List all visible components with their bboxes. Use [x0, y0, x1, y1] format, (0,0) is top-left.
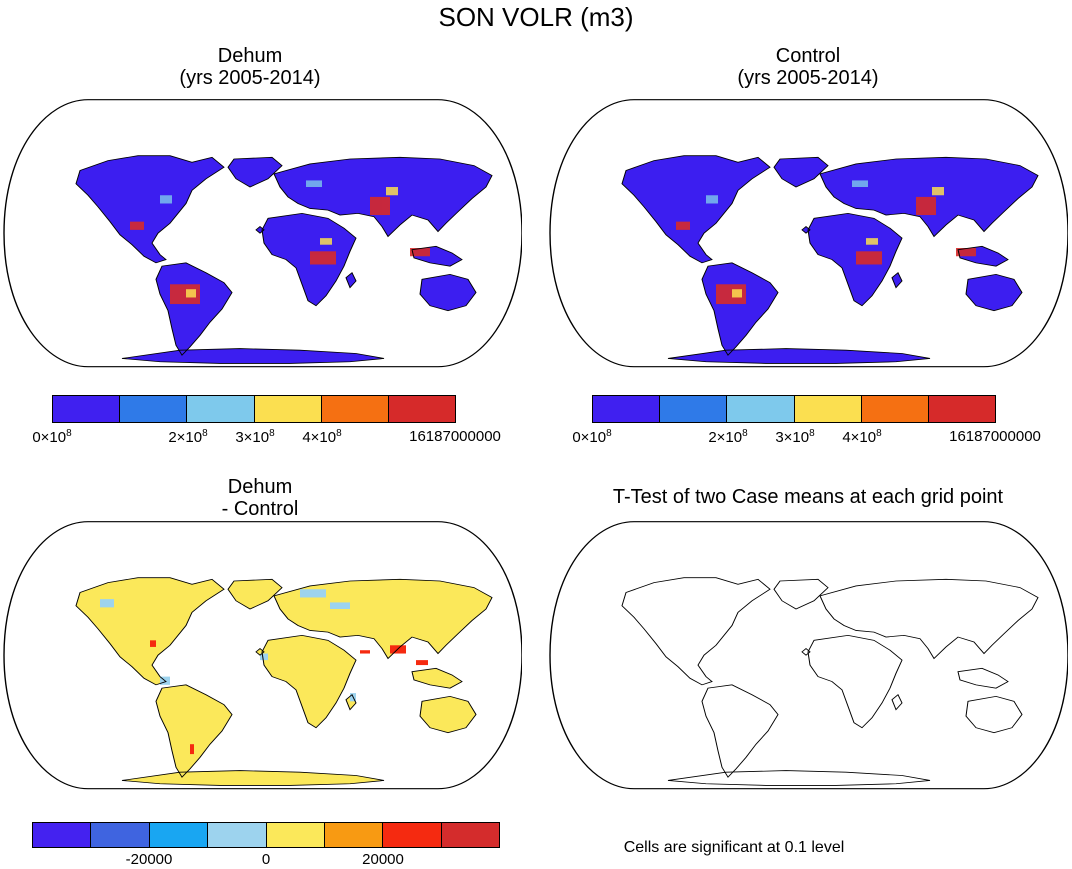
figure-title: SON VOLR (m3): [438, 2, 634, 32]
colorbar-label: 0×108: [572, 428, 612, 446]
colorbar-cell: [254, 396, 322, 422]
colorbar-label: 3×108: [235, 428, 275, 446]
colorbar-cell: [53, 396, 121, 422]
colorbar-label: 0: [261, 851, 271, 868]
colorbar-label: 2×108: [168, 428, 208, 446]
colorbar-cell: [660, 396, 728, 422]
colorbar-cell: [91, 823, 150, 847]
colorbar-control: [592, 395, 996, 423]
colorbar-cell: [187, 396, 255, 422]
colorbar-cell: [33, 823, 92, 847]
colorbar-cell: [383, 823, 442, 847]
panel-title-ttest: T-Test of two Case means at each grid po…: [612, 486, 1004, 508]
colorbar-cell: [266, 823, 325, 847]
colorbar-cell: [388, 396, 456, 422]
colorbar-cell: [120, 396, 188, 422]
colorbar-cell: [727, 396, 795, 422]
colorbar-cell: [928, 396, 996, 422]
colorbar-cell: [441, 823, 499, 847]
significance-footnote: Cells are significant at 0.1 level: [623, 839, 845, 856]
map-difference: [3, 521, 522, 790]
colorbar-cell: [593, 396, 661, 422]
colorbar-cell: [149, 823, 209, 847]
colorbar-max-label: 16187000000: [949, 428, 1041, 445]
colorbar-cell: [321, 396, 389, 422]
colorbar-label: -20000: [125, 851, 173, 868]
map-control: [549, 99, 1068, 368]
colorbar-difference: [32, 822, 500, 848]
colorbar-label: 4×108: [842, 428, 882, 446]
panel-title-line2: (yrs 2005-2014): [737, 67, 879, 89]
colorbar-label: 4×108: [302, 428, 342, 446]
panel-title-line1: Dehum: [217, 45, 283, 67]
panel-title-line2: - Control: [221, 498, 299, 520]
panel-title-dehum: Dehum (yrs 2005-2014): [130, 45, 370, 89]
panel-title-line1: Control: [775, 45, 841, 67]
panel-title-control: Control (yrs 2005-2014): [688, 45, 928, 89]
panel-title-line1: Dehum: [227, 476, 293, 498]
colorbar-max-label: 16187000000: [409, 428, 501, 445]
colorbar-cell: [794, 396, 862, 422]
map-ttest: [549, 521, 1068, 790]
colorbar-label: 3×108: [775, 428, 815, 446]
colorbar-label: 2×108: [708, 428, 748, 446]
colorbar-dehum: [52, 395, 456, 423]
colorbar-label: 0×108: [32, 428, 72, 446]
colorbar-cell: [324, 823, 384, 847]
colorbar-cell: [861, 396, 929, 422]
panel-title-diff: Dehum - Control: [150, 476, 370, 520]
colorbar-label: 20000: [362, 851, 404, 868]
panel-title-line2: (yrs 2005-2014): [179, 67, 321, 89]
colorbar-cell: [208, 823, 267, 847]
map-dehum: [3, 99, 522, 368]
